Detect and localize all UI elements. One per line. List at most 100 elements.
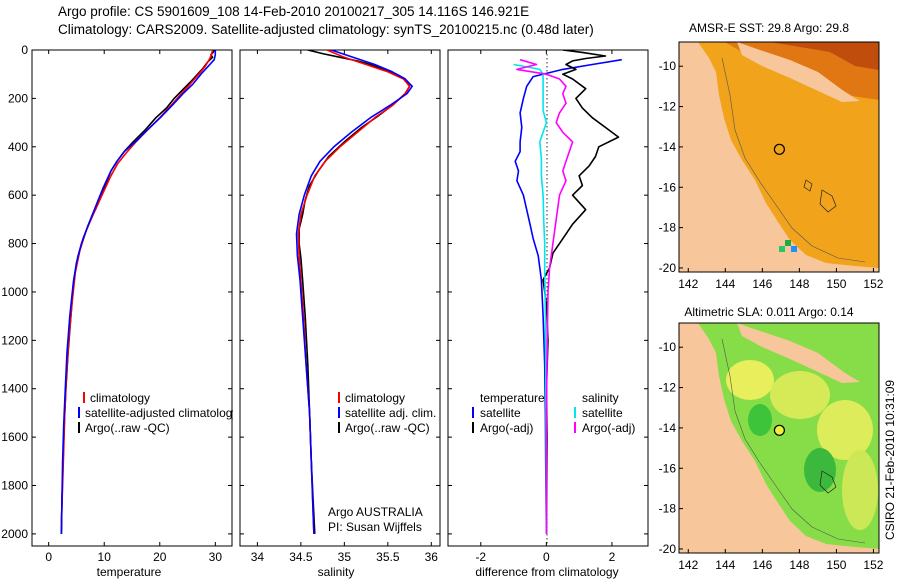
x-tick-label: 20 <box>153 550 167 564</box>
sla-low-anomaly <box>804 448 836 492</box>
legend-swatch-satellite-adjusted <box>78 407 80 418</box>
salinity-panel: 34 34.5 35 35.5 36 salinity climatology sate… <box>239 49 441 579</box>
legend-label-satellite-adj: satellite adj. clim. <box>345 406 436 420</box>
x-tick-label: 34.5 <box>289 550 313 564</box>
legend-label-temp-argo: Argo(-adj) <box>480 421 533 435</box>
x-tick-label: 34 <box>251 550 265 564</box>
sla-map-ticks: 142 144 146 148 150 152 -10 -12 -14 -16 -18 -20 <box>659 340 884 572</box>
salinity-legend: climatology satellite adj. clim. Argo(..… <box>338 391 436 435</box>
x-tick-label: -2 <box>475 550 486 564</box>
lon-tick-label: 150 <box>826 558 846 572</box>
lon-tick-label: 152 <box>863 277 883 291</box>
temperature-panel: 0 200 400 600 800 1000 1200 1400 1600 1800 2000 0 1… <box>1 43 238 579</box>
sst-map-ticks: 142 144 146 148 150 152 -10 -12 -14 -16 -18 -20 <box>659 59 884 291</box>
x-tick-label: 10 <box>98 550 112 564</box>
legend-swatch-temp-argo <box>472 422 474 433</box>
y-tick-label: 1200 <box>1 333 28 347</box>
x-tick-label: 0 <box>543 550 550 564</box>
lon-tick-label: 144 <box>715 558 735 572</box>
x-tick-label: 0 <box>45 550 52 564</box>
series-line-salinity-argo-adj- <box>516 58 574 534</box>
lon-tick-label: 144 <box>715 277 735 291</box>
x-tick-label: 30 <box>209 550 223 564</box>
legend-label-sal-argo: Argo(-adj) <box>582 421 635 435</box>
lon-tick-label: 148 <box>789 277 809 291</box>
y-tick-label: 1800 <box>1 479 28 493</box>
legend-clip-mask <box>233 400 239 440</box>
sst-hot-band <box>770 42 879 70</box>
sla-high-anomaly <box>770 371 830 419</box>
y-tick-label: 2000 <box>1 527 28 541</box>
sst-shelf-contour <box>721 57 866 263</box>
lon-tick-label: 150 <box>826 277 846 291</box>
legend-label-climatology: climatology <box>345 391 405 405</box>
series-line-satellite-adj-clim- <box>295 50 414 534</box>
sla-argo-position-marker <box>773 424 786 436</box>
sst-ocean-field <box>698 42 879 268</box>
series-line-temperature-satellite <box>514 58 622 534</box>
legend-swatch-temp-satellite <box>472 407 474 418</box>
legend-swatch-climatology <box>338 392 340 403</box>
lon-tick-label: 148 <box>789 558 809 572</box>
lat-tick-label: -12 <box>659 381 677 395</box>
legend-swatch-climatology <box>83 392 85 403</box>
legend-label-sal-satellite: satellite <box>582 406 623 420</box>
salinity-axes-box <box>239 49 441 547</box>
sla-low-anomaly <box>748 404 772 436</box>
y-tick-label: 800 <box>8 237 28 251</box>
new-guinea-coast <box>737 323 860 383</box>
y-tick-label: 200 <box>8 91 28 105</box>
reef-outline <box>819 189 837 213</box>
title-line-1: Argo profile: CS 5901609_108 14-Feb-2010… <box>58 4 530 19</box>
sst-map-panel: AMSR-E SST: 29.8 Argo: 29.8 142 144 146 148… <box>659 21 884 291</box>
sla-map-frame <box>678 322 880 554</box>
y-tick-label: 1000 <box>1 285 28 299</box>
lat-tick-label: -18 <box>659 221 677 235</box>
lat-tick-label: -14 <box>659 421 677 435</box>
sst-pixel-anomaly <box>779 246 785 252</box>
lat-tick-label: -18 <box>659 502 677 516</box>
sla-high-anomaly <box>726 360 774 400</box>
x-tick-label: 35.5 <box>376 550 400 564</box>
temperature-ticks: 0 10 20 30 <box>45 50 222 564</box>
lat-tick-label: -10 <box>659 340 677 354</box>
legend-label-climatology: climatology <box>90 391 150 405</box>
difference-ticks: -2 0 2 <box>448 49 648 564</box>
y-tick-label: 0 <box>21 43 28 57</box>
series-line-argo-raw-qc- <box>298 50 411 534</box>
legend-swatch-satellite-adj <box>338 407 340 418</box>
depth-ticks: 0 200 400 600 800 1000 1200 1400 1600 1800 2000 <box>1 43 232 541</box>
pi-annotation: PI: Susan Wijffels <box>328 520 422 534</box>
lon-tick-label: 146 <box>752 558 772 572</box>
legend-swatch-argo <box>78 422 80 433</box>
sla-shelf-contour <box>721 338 866 544</box>
reef-outline-2 <box>803 179 813 192</box>
temperature-axes-box <box>31 49 233 547</box>
argo-program-annotation: Argo AUSTRALIA <box>328 505 423 519</box>
new-guinea-coast <box>737 42 860 102</box>
reef-outline <box>819 470 837 494</box>
title-line-2: Climatology: CARS2009. Satellite-adjuste… <box>58 22 594 37</box>
lon-tick-label: 142 <box>678 558 698 572</box>
sla-map-panel: Altimetric SLA: 0.011 Argo: 0.14 142 144 1… <box>659 305 884 572</box>
temperature-legend: climatology satellite-adjusted climatolo… <box>78 391 238 435</box>
sst-map-frame <box>678 41 880 273</box>
salinity-ticks: 34 34.5 35 35.5 36 <box>240 49 440 564</box>
lat-tick-label: -10 <box>659 59 677 73</box>
sst-argo-position-marker <box>773 143 786 155</box>
sst-pixel-anomaly <box>785 240 791 246</box>
sst-map-title: AMSR-E SST: 29.8 Argo: 29.8 <box>689 21 849 35</box>
legend-swatch-sal-argo <box>574 422 576 433</box>
y-tick-label: 1400 <box>1 382 28 396</box>
series-line-satellite-adjusted-climatology <box>60 50 217 534</box>
y-tick-label: 600 <box>8 188 28 202</box>
difference-xlabel: difference from climatology <box>475 565 618 579</box>
y-tick-label: 400 <box>8 140 28 154</box>
legend-label-temp-satellite: satellite <box>480 406 521 420</box>
legend-title-temperature: temperature <box>480 391 545 405</box>
salinity-xlabel: salinity <box>318 565 355 579</box>
y-tick-label: 1600 <box>1 430 28 444</box>
legend-label-argo: Argo(..raw -QC) <box>85 421 170 435</box>
lat-tick-label: -16 <box>659 461 677 475</box>
